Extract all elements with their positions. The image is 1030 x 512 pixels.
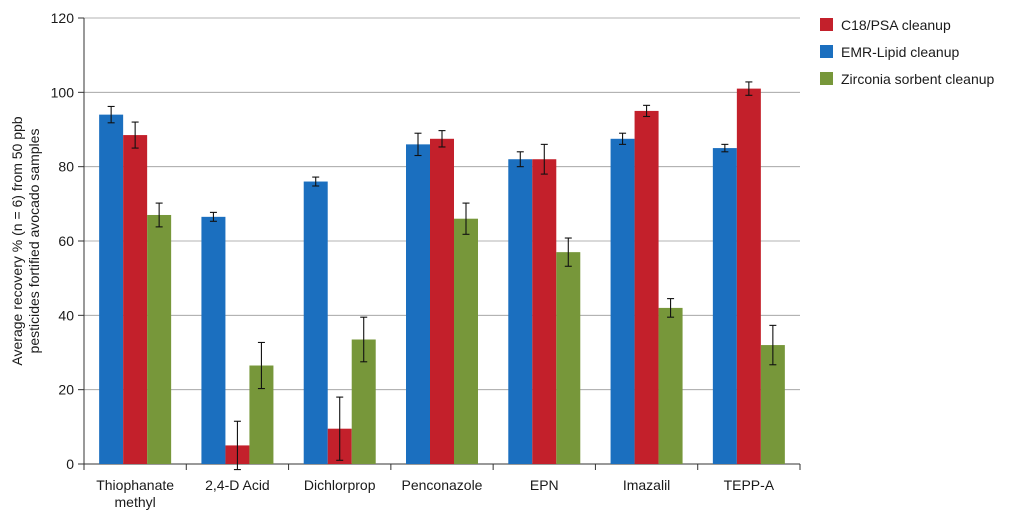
y-axis-title: Average recovery % (n = 6) from 50 ppb pe… [9,116,42,365]
bar [454,218,478,464]
x-tick-label: Penconazole [402,477,483,493]
bar [634,110,659,465]
bar [430,138,454,464]
bar [508,159,533,464]
y-tick-label: 120 [51,10,75,26]
x-tick-label: Dichlorprop [304,477,376,493]
bar [712,148,737,465]
bar [658,307,683,464]
bar [610,138,635,464]
legend-label: Zirconia sorbent cleanup [841,71,995,87]
x-tick-label: EPN [530,477,559,493]
y-tick-label: 20 [58,382,74,398]
legend-swatch [820,18,833,31]
bar [556,252,581,464]
y-tick-label: 60 [58,233,74,249]
x-tick-label: Thiophanate [96,477,174,493]
legend-label: EMR-Lipid cleanup [841,44,959,60]
bar [99,114,124,464]
y-axis-title-line: pesticides fortified avocado samples [26,129,42,354]
x-tick-label: TEPP-A [724,477,775,493]
x-tick-label: methyl [115,494,156,510]
y-tick-label: 0 [66,456,74,472]
bar [123,135,148,464]
bar [532,159,557,464]
bar [303,181,328,465]
y-tick-label: 100 [51,84,75,100]
legend-swatch [820,45,833,58]
y-axis-title-line: Average recovery % (n = 6) from 50 ppb [9,116,25,365]
bar [736,88,761,464]
x-tick-label: Imazalil [623,477,670,493]
bar [406,144,430,464]
legend-label: C18/PSA cleanup [841,17,951,33]
y-tick-label: 80 [58,159,74,175]
y-tick-label: 40 [58,307,74,323]
x-tick-label: 2,4-D Acid [205,477,270,493]
bar [201,216,226,464]
legend-swatch [820,72,833,85]
bar [147,214,172,464]
